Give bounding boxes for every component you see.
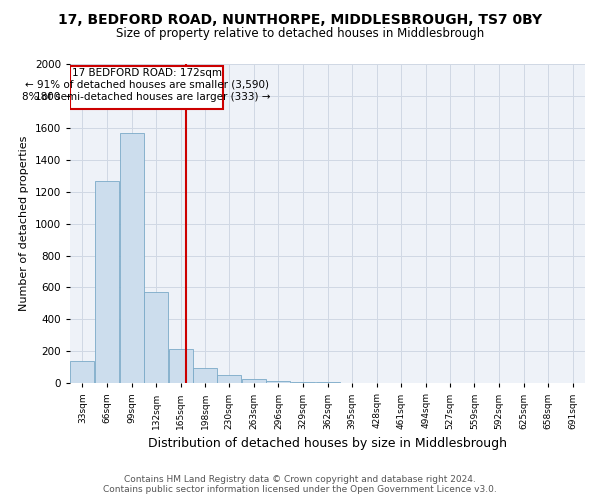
Bar xyxy=(95,180,119,384)
Bar xyxy=(291,382,315,384)
Text: 8% of semi-detached houses are larger (333) →: 8% of semi-detached houses are larger (3… xyxy=(22,92,271,102)
Y-axis label: Number of detached properties: Number of detached properties xyxy=(19,136,29,312)
Bar xyxy=(144,292,168,384)
Bar xyxy=(169,349,193,384)
Bar xyxy=(193,368,217,384)
Bar xyxy=(119,132,143,384)
Text: Contains HM Land Registry data © Crown copyright and database right 2024.
Contai: Contains HM Land Registry data © Crown c… xyxy=(103,474,497,494)
FancyBboxPatch shape xyxy=(70,66,223,108)
Bar xyxy=(266,381,290,384)
Text: Size of property relative to detached houses in Middlesbrough: Size of property relative to detached ho… xyxy=(116,28,484,40)
Bar xyxy=(316,382,340,384)
Text: ← 91% of detached houses are smaller (3,590): ← 91% of detached houses are smaller (3,… xyxy=(25,80,269,90)
Bar xyxy=(70,361,94,384)
Text: 17, BEDFORD ROAD, NUNTHORPE, MIDDLESBROUGH, TS7 0BY: 17, BEDFORD ROAD, NUNTHORPE, MIDDLESBROU… xyxy=(58,12,542,26)
X-axis label: Distribution of detached houses by size in Middlesbrough: Distribution of detached houses by size … xyxy=(148,437,507,450)
Bar xyxy=(217,376,241,384)
Bar xyxy=(242,380,266,384)
Text: 17 BEDFORD ROAD: 172sqm: 17 BEDFORD ROAD: 172sqm xyxy=(71,68,221,78)
